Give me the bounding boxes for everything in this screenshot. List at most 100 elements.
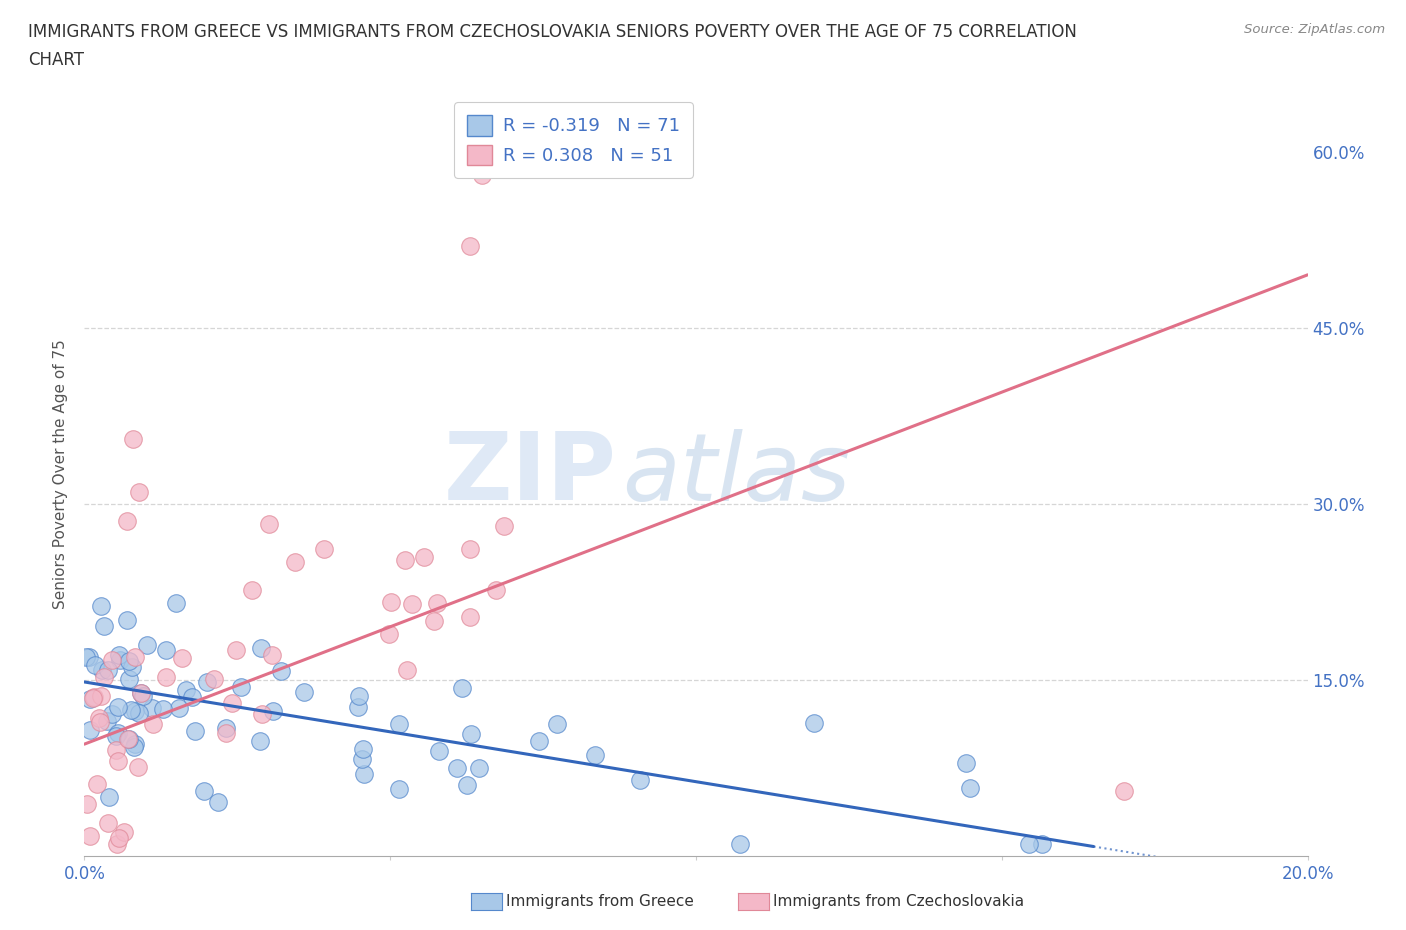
Point: [451, 681, 474, 696]
Point: [207, 794, 229, 809]
Point: [90, 689, 112, 704]
Point: [350, 751, 373, 766]
Point: [165, 596, 187, 611]
Point: [152, 701, 174, 716]
Point: [955, 755, 977, 770]
Point: [107, 725, 129, 740]
Point: [107, 647, 129, 662]
Point: [429, 743, 451, 758]
Point: [312, 541, 335, 556]
Point: [494, 519, 516, 534]
Point: [112, 825, 135, 840]
Point: [728, 836, 751, 851]
Point: [122, 432, 145, 446]
Point: [93, 618, 115, 633]
Point: [803, 715, 825, 730]
Point: [155, 670, 177, 684]
Point: [467, 760, 489, 775]
Point: [135, 637, 157, 652]
Point: [124, 736, 146, 751]
Point: [75, 650, 97, 665]
Point: [485, 583, 508, 598]
Point: [129, 685, 152, 700]
Point: [394, 552, 416, 567]
Point: [229, 680, 252, 695]
Text: ZIP: ZIP: [443, 429, 616, 520]
Point: [413, 549, 436, 564]
Point: [262, 647, 284, 662]
Point: [202, 671, 225, 686]
Text: IMMIGRANTS FROM GREECE VS IMMIGRANTS FROM CZECHOSLOVAKIA SENIORS POVERTY OVER TH: IMMIGRANTS FROM GREECE VS IMMIGRANTS FRO…: [28, 23, 1077, 41]
Point: [546, 716, 568, 731]
Point: [172, 650, 194, 665]
Point: [129, 685, 152, 700]
Point: [124, 649, 146, 664]
Point: [180, 689, 202, 704]
Point: [195, 675, 218, 690]
Point: [120, 703, 142, 718]
Point: [529, 733, 551, 748]
Point: [347, 699, 370, 714]
Point: [132, 689, 155, 704]
Point: [249, 641, 271, 656]
Point: [79, 692, 101, 707]
Text: Source: ZipAtlas.com: Source: ZipAtlas.com: [1244, 23, 1385, 36]
Point: [79, 829, 101, 844]
Point: [105, 742, 128, 757]
Point: [122, 739, 145, 754]
Point: [458, 238, 481, 253]
Point: [225, 643, 247, 658]
Point: [396, 662, 419, 677]
Point: [250, 707, 273, 722]
Point: [1018, 836, 1040, 851]
Point: [426, 596, 449, 611]
Point: [628, 773, 651, 788]
Point: [90, 599, 112, 614]
Point: [1031, 836, 1053, 851]
Point: [117, 671, 139, 686]
Point: [76, 797, 98, 812]
Text: atlas: atlas: [623, 429, 851, 520]
Point: [458, 541, 481, 556]
Point: [458, 610, 481, 625]
Point: [86, 777, 108, 791]
Point: [96, 713, 118, 728]
Point: [378, 627, 401, 642]
Point: [79, 723, 101, 737]
Point: [118, 732, 141, 747]
Point: [107, 754, 129, 769]
Point: [98, 790, 121, 804]
Point: [155, 642, 177, 657]
Point: [184, 724, 207, 738]
Point: [97, 663, 120, 678]
Point: [105, 836, 128, 851]
Point: [456, 777, 478, 792]
Point: [91, 663, 114, 678]
Point: [471, 167, 494, 182]
Point: [353, 766, 375, 781]
Point: [101, 653, 124, 668]
Point: [83, 690, 105, 705]
Point: [117, 653, 139, 668]
Point: [108, 830, 131, 845]
Point: [423, 614, 446, 629]
Point: [128, 485, 150, 499]
Text: Immigrants from Greece: Immigrants from Greece: [506, 894, 695, 909]
Point: [124, 704, 146, 719]
Y-axis label: Seniors Poverty Over the Age of 75: Seniors Poverty Over the Age of 75: [53, 339, 69, 609]
Point: [347, 688, 370, 703]
Point: [215, 721, 238, 736]
Point: [97, 816, 120, 830]
Point: [460, 726, 482, 741]
Point: [127, 759, 149, 774]
Point: [270, 664, 292, 679]
Point: [121, 659, 143, 674]
Point: [167, 700, 190, 715]
Point: [193, 783, 215, 798]
Text: CHART: CHART: [28, 51, 84, 69]
Point: [141, 701, 163, 716]
Point: [294, 684, 316, 699]
Point: [174, 683, 197, 698]
Point: [249, 734, 271, 749]
Point: [401, 597, 423, 612]
